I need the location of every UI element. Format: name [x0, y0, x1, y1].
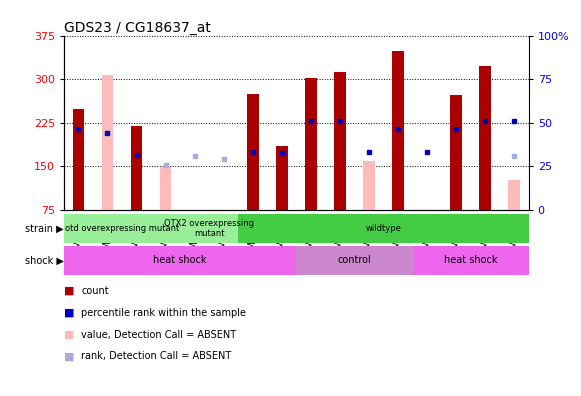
Text: wildtype: wildtype	[365, 224, 401, 233]
Bar	[247, 94, 259, 210]
Bar	[64, 246, 296, 275]
Bar	[392, 51, 404, 210]
Text: otd overexpressing mutant: otd overexpressing mutant	[65, 224, 179, 233]
Text: heat shock: heat shock	[153, 255, 207, 265]
Bar	[334, 72, 346, 210]
Bar	[296, 246, 413, 275]
Text: ■: ■	[64, 308, 74, 318]
Bar	[102, 74, 113, 210]
Text: count: count	[81, 286, 109, 296]
Text: OTX2 overexpressing
mutant: OTX2 overexpressing mutant	[164, 219, 254, 238]
Bar	[131, 126, 142, 210]
Text: rank, Detection Call = ABSENT: rank, Detection Call = ABSENT	[81, 351, 232, 362]
Text: ■: ■	[64, 351, 74, 362]
Text: heat shock: heat shock	[444, 255, 497, 265]
Text: value, Detection Call = ABSENT: value, Detection Call = ABSENT	[81, 329, 236, 340]
Bar	[305, 78, 317, 210]
Bar	[363, 160, 375, 210]
Bar	[160, 168, 171, 210]
Text: ■: ■	[64, 286, 74, 296]
Text: control: control	[338, 255, 371, 265]
Bar	[180, 215, 238, 243]
Bar	[508, 180, 520, 210]
Text: percentile rank within the sample: percentile rank within the sample	[81, 308, 246, 318]
Bar	[450, 95, 462, 210]
Bar	[413, 246, 529, 275]
Text: shock ▶: shock ▶	[25, 255, 64, 265]
Bar	[479, 67, 491, 210]
Bar	[73, 109, 84, 210]
Text: ■: ■	[64, 329, 74, 340]
Text: strain ▶: strain ▶	[26, 224, 64, 234]
Bar	[276, 146, 288, 210]
Text: GDS23 / CG18637_at: GDS23 / CG18637_at	[64, 21, 211, 34]
Bar	[238, 215, 529, 243]
Bar	[64, 215, 180, 243]
